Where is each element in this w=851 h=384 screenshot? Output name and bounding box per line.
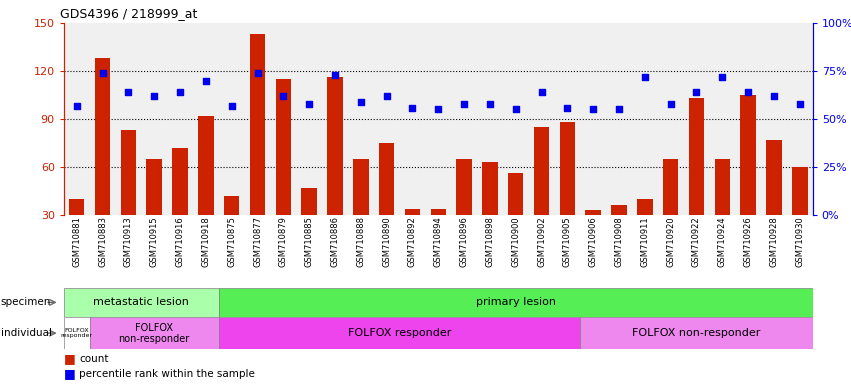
Bar <box>560 122 575 263</box>
Point <box>612 106 625 113</box>
Bar <box>64 317 89 349</box>
Point <box>199 78 213 84</box>
Bar <box>276 79 291 263</box>
Point <box>302 101 316 107</box>
Point <box>767 93 780 99</box>
Text: specimen: specimen <box>1 297 51 308</box>
Text: FOLFOX non-responder: FOLFOX non-responder <box>632 328 761 338</box>
Bar <box>172 148 188 263</box>
Point <box>509 106 523 113</box>
Text: metastatic lesion: metastatic lesion <box>94 297 189 308</box>
Point <box>225 103 238 109</box>
Point <box>586 106 600 113</box>
Point <box>431 106 445 113</box>
Text: FOLFOX
non-responder: FOLFOX non-responder <box>118 323 190 344</box>
Bar <box>508 174 523 263</box>
Bar <box>688 98 705 263</box>
Point <box>483 101 497 107</box>
Point <box>70 103 83 109</box>
Bar <box>405 209 420 263</box>
Point <box>793 101 807 107</box>
Bar <box>740 95 756 263</box>
Bar <box>69 199 84 263</box>
Bar <box>146 159 162 263</box>
Bar <box>94 58 111 263</box>
Point <box>328 72 342 78</box>
Point <box>147 93 161 99</box>
Bar <box>198 116 214 263</box>
Point <box>174 89 187 95</box>
Bar <box>663 159 678 263</box>
Bar <box>328 78 343 263</box>
Bar <box>483 162 498 263</box>
Point <box>457 101 471 107</box>
Point <box>741 89 755 95</box>
Text: count: count <box>79 354 109 364</box>
Bar <box>715 159 730 263</box>
Bar <box>353 159 368 263</box>
Bar <box>456 159 471 263</box>
Point <box>354 99 368 105</box>
Bar <box>89 317 219 349</box>
Bar <box>224 196 239 263</box>
Bar <box>121 130 136 263</box>
Point <box>122 89 135 95</box>
Point <box>406 104 420 111</box>
Point <box>96 70 110 76</box>
Bar <box>219 288 813 317</box>
Point <box>561 104 574 111</box>
Text: primary lesion: primary lesion <box>476 297 556 308</box>
Point <box>277 93 290 99</box>
Text: FOLFOX
responder: FOLFOX responder <box>60 328 93 338</box>
Point <box>689 89 703 95</box>
Text: FOLFOX responder: FOLFOX responder <box>348 328 451 338</box>
Bar <box>534 127 549 263</box>
Bar <box>249 34 266 263</box>
Point <box>534 89 548 95</box>
Bar <box>585 210 601 263</box>
Bar <box>766 140 782 263</box>
Bar <box>64 288 219 317</box>
Bar <box>431 209 446 263</box>
Text: ■: ■ <box>64 367 76 381</box>
Bar <box>792 167 808 263</box>
Bar <box>301 188 317 263</box>
Bar <box>580 317 813 349</box>
Bar <box>611 205 627 263</box>
Bar <box>637 199 653 263</box>
Bar <box>219 317 580 349</box>
Point <box>716 74 729 80</box>
Point <box>380 93 393 99</box>
Bar <box>379 143 394 263</box>
Point <box>664 101 677 107</box>
Point <box>251 70 265 76</box>
Point <box>638 74 652 80</box>
Text: percentile rank within the sample: percentile rank within the sample <box>79 369 255 379</box>
Text: individual: individual <box>1 328 52 338</box>
Text: GDS4396 / 218999_at: GDS4396 / 218999_at <box>60 7 197 20</box>
Text: ■: ■ <box>64 352 76 365</box>
